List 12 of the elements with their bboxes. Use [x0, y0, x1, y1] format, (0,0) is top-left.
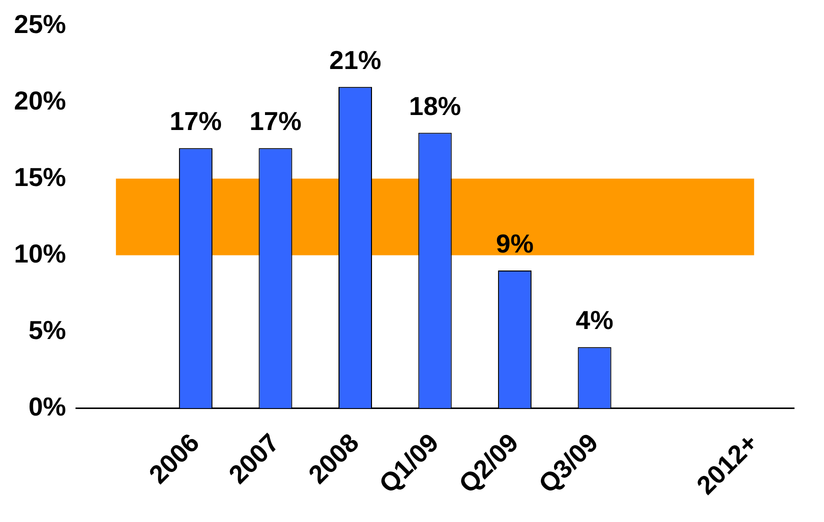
y-tick-label: 10%	[14, 238, 66, 268]
data-label: 21%	[329, 45, 382, 76]
y-tick-label: 15%	[14, 162, 66, 192]
y-tick-label: 25%	[14, 8, 66, 39]
data-label: 18%	[408, 90, 462, 121]
data-label: 17%	[170, 106, 222, 136]
data-label: 9%	[496, 228, 534, 259]
y-tick-label: 5%	[28, 314, 66, 345]
data-label: 4%	[576, 305, 614, 336]
y-tick-label: 0%	[28, 391, 66, 422]
y-tick-label: 20%	[14, 85, 66, 116]
data-label: 17%	[249, 106, 302, 136]
